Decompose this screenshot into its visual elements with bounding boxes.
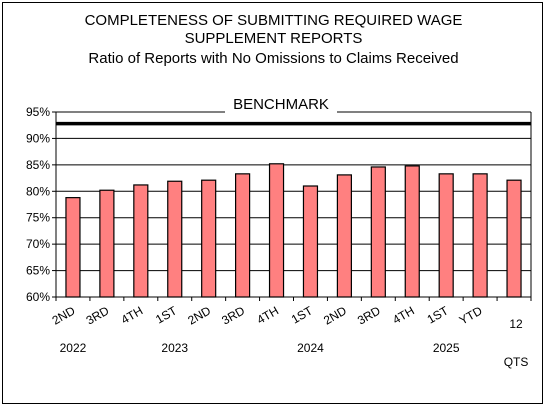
x-tick-label: 2ND — [321, 303, 349, 327]
x-tick-label: 3RD — [219, 303, 247, 327]
x-tick-label: 1ST — [289, 303, 316, 326]
chart-title-line-2: SUPPLEMENT REPORTS — [184, 30, 363, 47]
bar — [133, 184, 149, 298]
group-label: 2024 — [297, 341, 324, 355]
x-tick-label: 3RD — [84, 303, 112, 327]
group-label: 2025 — [433, 341, 460, 355]
bar — [336, 174, 352, 298]
bar — [268, 163, 285, 298]
bar — [404, 165, 420, 298]
x-tick-label: YTD — [457, 303, 485, 327]
x-tick-label: 1ST — [425, 303, 452, 326]
y-tick-label: 95% — [26, 105, 50, 119]
bar — [370, 166, 386, 298]
x-tick-label: 2ND — [50, 303, 78, 327]
x-tick-label: 2ND — [185, 303, 213, 327]
bar — [302, 185, 319, 298]
x-tick-label: 4TH — [390, 303, 417, 326]
x-tick-label: 3RD — [355, 303, 383, 327]
y-tick-label: 75% — [26, 211, 50, 225]
benchmark-label-bg — [225, 95, 337, 113]
benchmark-label: BENCHMARK — [233, 96, 329, 113]
y-tick-label: 80% — [26, 184, 50, 198]
bar — [201, 179, 217, 298]
y-tick-label: 60% — [26, 290, 50, 304]
chart-subtitle: Ratio of Reports with No Omissions to Cl… — [88, 50, 459, 67]
y-tick-label: 85% — [26, 158, 50, 172]
x-tick-label: 4TH — [254, 303, 281, 326]
bar — [99, 189, 115, 298]
bar — [167, 180, 183, 298]
bar — [506, 179, 522, 298]
y-tick-label: 65% — [26, 264, 50, 278]
bar — [472, 173, 488, 298]
x-tick-label: 12 — [509, 317, 523, 331]
x-tick-label: 4TH — [119, 303, 146, 326]
bar — [235, 173, 251, 298]
y-tick-label: 90% — [26, 131, 50, 145]
x-tick-label: 1ST — [153, 303, 180, 326]
bar — [65, 197, 81, 298]
chart-frame — [2, 2, 543, 404]
bar — [438, 173, 454, 298]
chart-title-line-1: COMPLETENESS OF SUBMITTING REQUIRED WAGE — [84, 12, 463, 29]
plot-area — [56, 112, 531, 297]
group-label: 2022 — [60, 341, 87, 355]
y-tick-label: 70% — [26, 237, 50, 251]
group-label: QTS — [504, 355, 529, 369]
group-label: 2023 — [161, 341, 188, 355]
